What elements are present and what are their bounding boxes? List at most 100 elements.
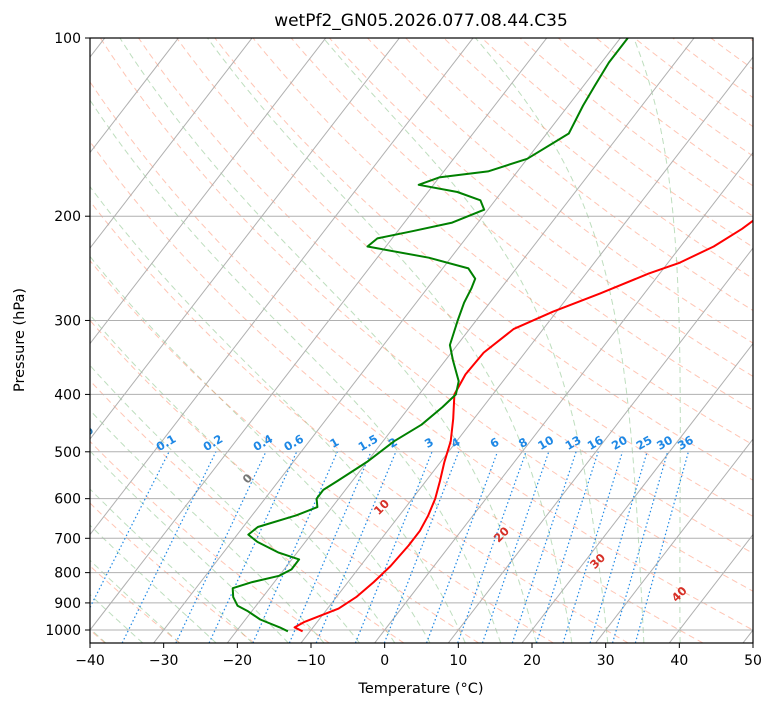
chart-title: wetPf2_GN05.2026.077.08.44.C35 [274,11,568,31]
isotherm-line [90,38,548,631]
temperature-profile-line [293,219,753,633]
y-tick-label: 800 [54,566,81,582]
dry-adiabat-label: -10 [73,423,97,448]
x-tick-label: 50 [744,653,762,669]
y-tick-label: 600 [54,492,81,508]
isotherm-line [226,38,695,643]
mixing-ratio-line [511,451,577,643]
moist-adiabat-line [90,314,396,643]
dry-adiabat-line [290,38,753,411]
moist-adiabat-line [90,524,217,643]
y-tick-label: 300 [54,313,81,329]
plot-area: -100-90-80-70-60-50-40-30-20-100.10.20.4… [73,38,753,643]
mixing-ratio-line [589,451,648,643]
x-tick-label: −30 [149,653,179,669]
mixing-ratio-line [175,451,267,643]
mixing-ratio-label: 16 [585,433,606,453]
isotherm-line [153,38,622,643]
dry-adiabat-line [214,38,753,481]
isotherm-line [90,38,253,249]
isotherm-line [90,38,327,345]
moist-adiabat-line [119,38,537,643]
dry-adiabat-line [519,38,753,217]
x-tick-label: 20 [523,653,541,669]
y-tick-label: 400 [54,387,81,403]
moist-adiabat-line [90,593,144,643]
x-tick-label: 10 [449,653,467,669]
dry-adiabat-line [252,38,753,446]
moist-adiabat-line [474,38,645,643]
axes: −40 −30 −20 −10 0 10 20 30 40 50 1000 900 800 700 600 5… [45,31,762,669]
x-axis-title: Temperature (°C) [357,681,483,697]
isotherm-line [521,342,753,643]
mixing-ratio-line [634,451,689,643]
dry-adiabat-line [176,38,753,517]
isotherm-line [90,38,401,440]
plot-frame [89,37,754,644]
mixing-ratio-line [252,451,338,643]
x-tick-label: 0 [380,653,389,669]
moist-adiabat-line [206,38,573,643]
sounding-profiles [231,38,753,633]
dry-adiabat-line [90,379,405,643]
dry-adiabat-line [404,38,753,312]
mixing-ratio-line [288,451,372,643]
moist-adiabat-line [90,488,253,643]
x-tick-label: 30 [597,653,615,669]
dry-adiabat-line [90,319,479,643]
moist-adiabat-line [90,409,325,643]
x-tick-label: −10 [296,653,326,669]
mixing-ratio-line [208,451,298,643]
dry-adiabats [90,38,753,643]
mixing-ratio-label: 25 [634,433,655,453]
mixing-ratio-line [611,451,669,643]
dry-adiabat-line [481,38,753,248]
mixing-ratio-label: 20 [609,433,630,453]
x-tick-label: −20 [223,653,253,669]
mixing-ratio-line [562,451,624,643]
dry-adiabat-line [90,140,704,643]
isotherm-gridlines [90,38,753,643]
dry-adiabat-line [90,200,629,643]
y-tick-label: 900 [54,596,81,612]
mixing-ratio-label: 13 [563,433,584,453]
dry-adiabat-line [90,81,753,631]
x-tick-label: 40 [670,653,688,669]
mixing-ratio-label: 10 [535,433,556,453]
dry-adiabat-line [99,38,753,592]
moist-adiabat-line [633,38,681,643]
mixing-ratio-label: 36 [675,433,696,453]
isotherm-line [668,533,753,643]
y-tick-label: 700 [54,531,81,547]
isotherm-line [90,38,180,154]
mixing-ratio-line [315,451,397,643]
isotherm-line [374,151,753,643]
y-tick-label: 1000 [45,623,81,639]
dewpoint-profile-line [231,38,629,633]
y-tick-label: 500 [54,445,81,461]
dry-adiabat-line [90,502,255,643]
y-axis-title: Pressure (hPa) [12,288,28,392]
mixing-ratio-line [535,451,599,643]
mixing-ratio-line [457,451,527,643]
moist-adiabat-line [90,364,360,643]
dry-adiabat-line [443,38,753,280]
isotherm-line [300,56,753,643]
dry-adiabat-line [137,38,753,554]
mixing-ratio-label: 30 [654,433,675,453]
mixing-ratio-line [121,451,217,643]
mixing-ratio-line [481,451,550,643]
isotherm-line [447,247,753,643]
moist-adiabat-line [90,185,466,643]
x-tick-label: −40 [75,653,105,669]
y-tick-label: 100 [54,31,81,47]
isotherm-line [595,438,753,643]
moist-adiabat-line [90,559,180,643]
mixing-ratio-lines [90,451,689,643]
isotherm-line [90,38,474,536]
y-tick-label: 200 [54,209,81,225]
dry-adiabat-line [366,38,753,344]
dry-adiabat-line [90,259,554,643]
